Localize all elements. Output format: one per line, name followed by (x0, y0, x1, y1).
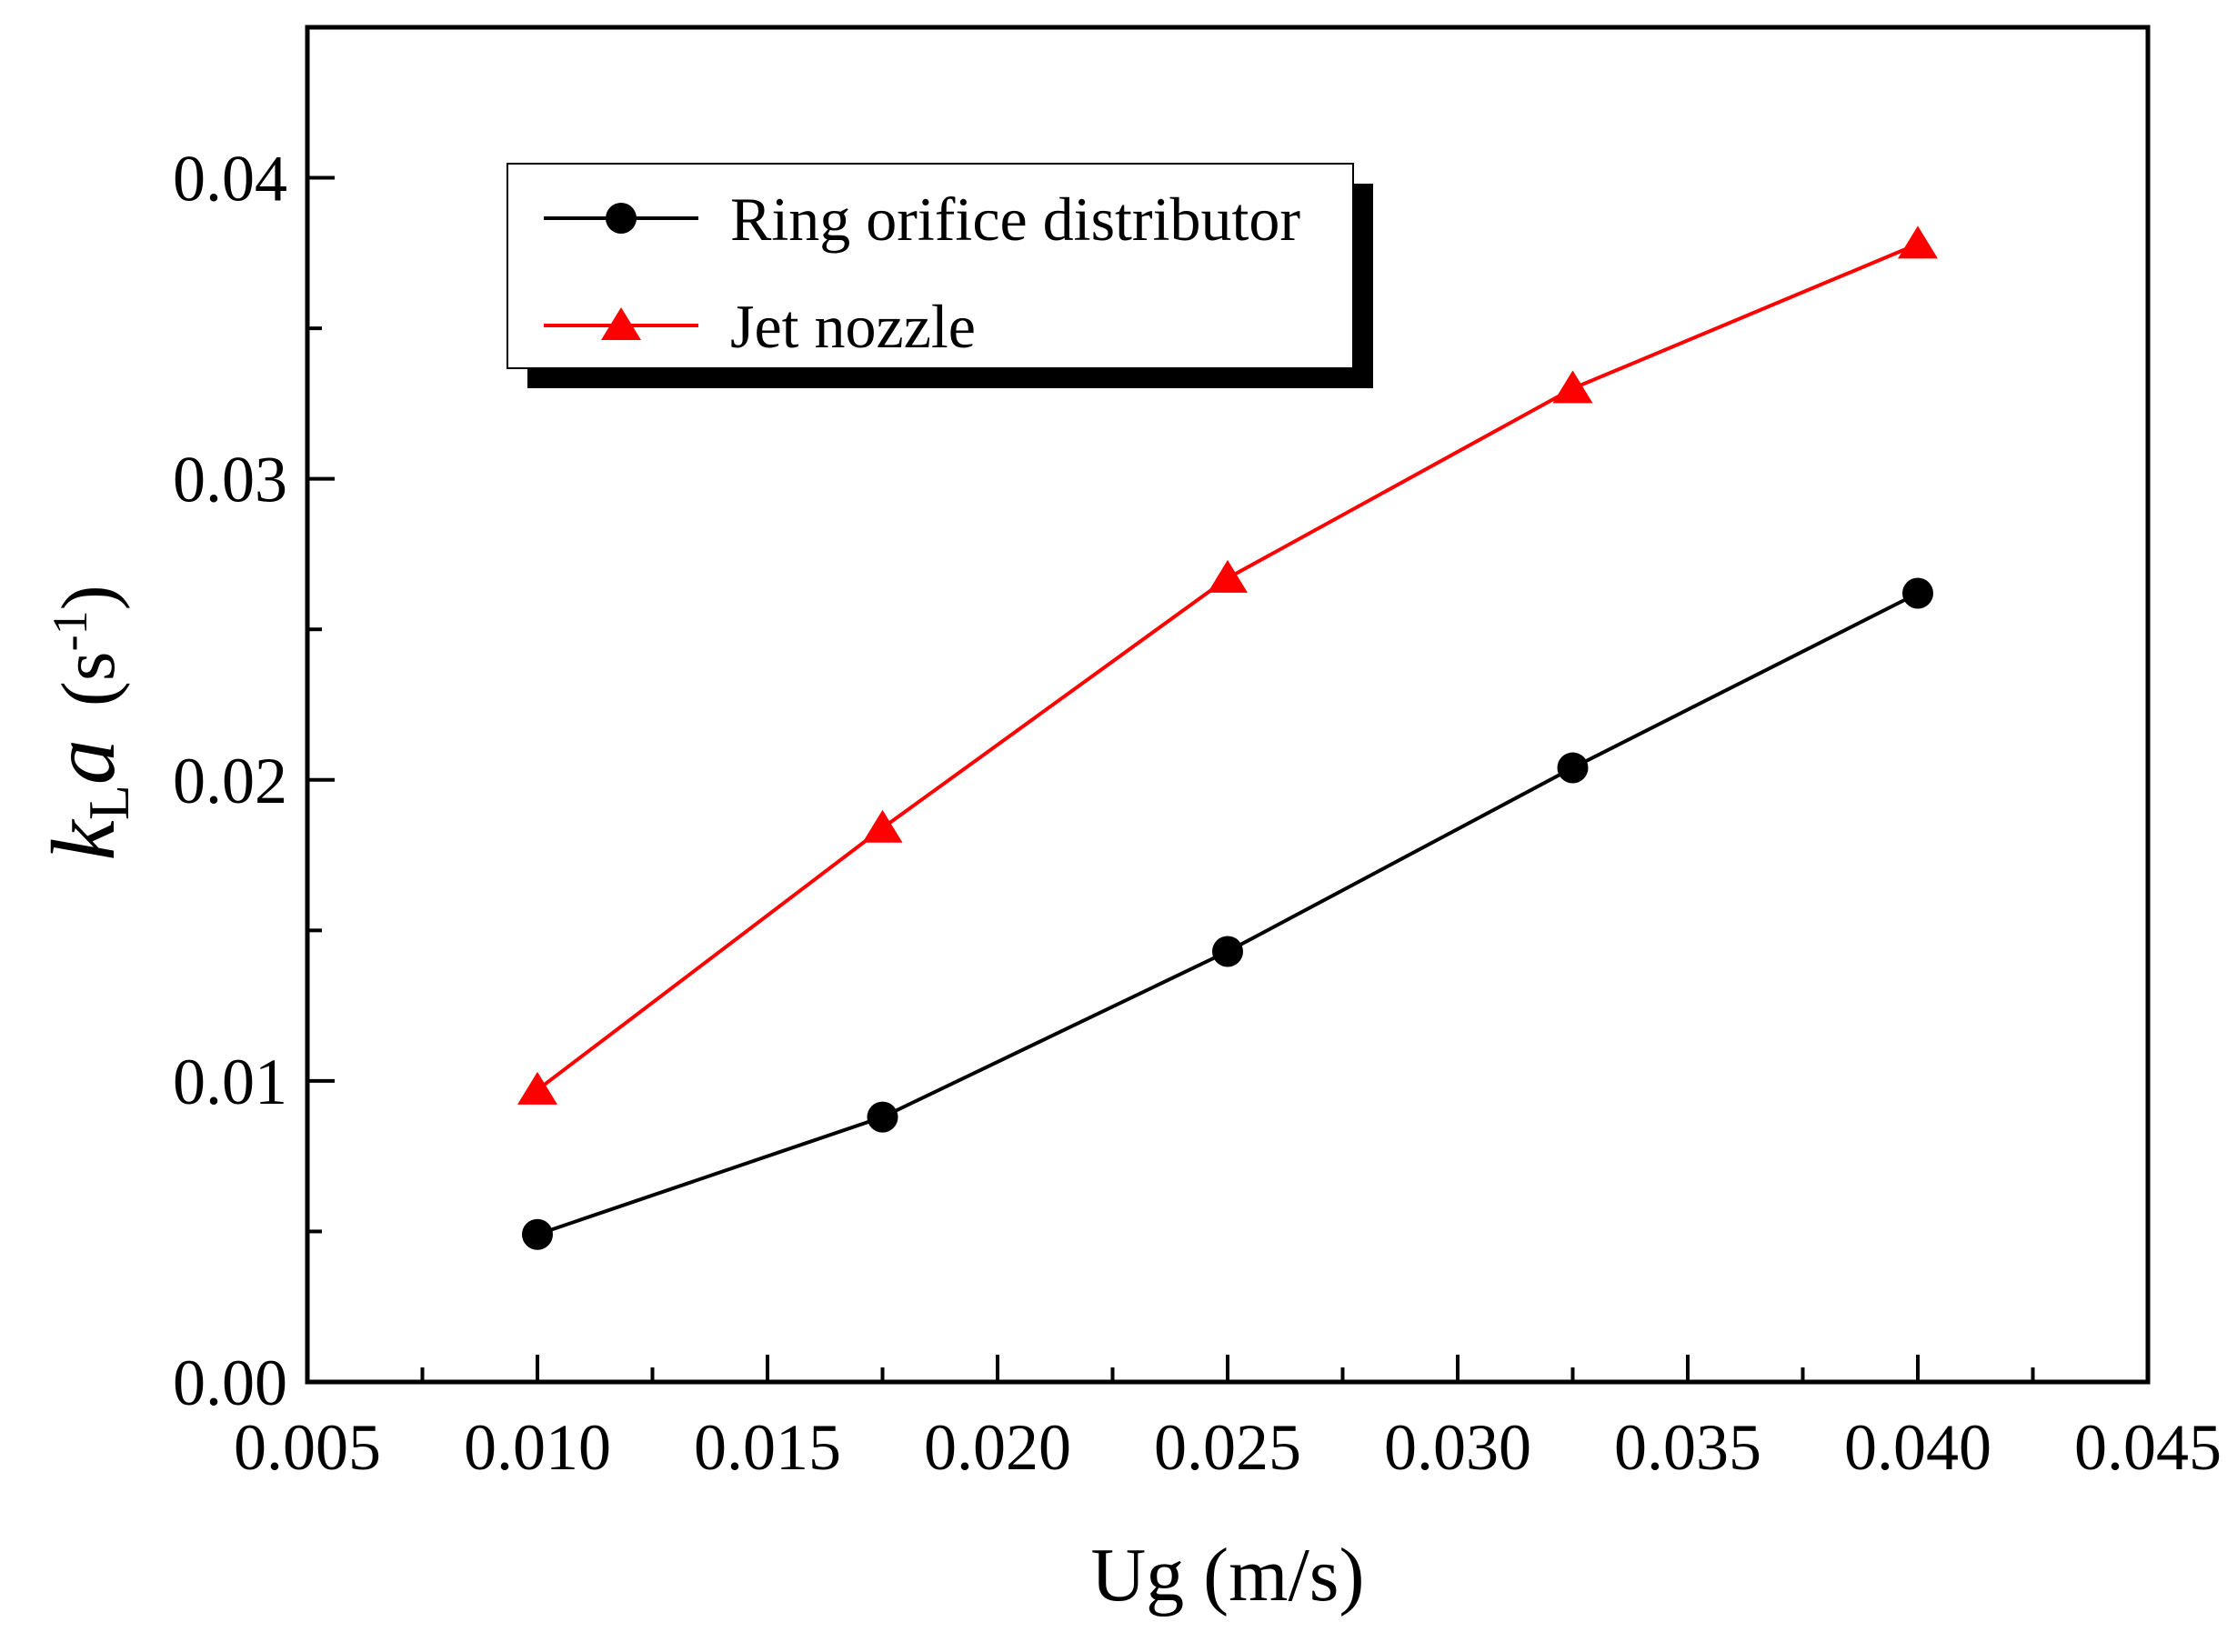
y-axis-title-subscript: L (76, 785, 141, 820)
legend-entry: Ring orifice distributor (544, 185, 1300, 254)
series-0 (522, 577, 1933, 1250)
x-tick-label: 0.035 (1614, 1411, 1761, 1484)
data-point (867, 1101, 898, 1133)
x-tick-label: 0.010 (464, 1411, 611, 1484)
data-point (1557, 752, 1589, 784)
data-point (1212, 936, 1243, 967)
data-point (862, 809, 903, 843)
x-axis-title: Ug (m/s) (1091, 1533, 1365, 1617)
legend-label: Jet nozzle (730, 292, 976, 361)
y-tick-label: 0.03 (173, 444, 287, 516)
data-point (522, 1218, 553, 1250)
x-tick-label: 0.025 (1154, 1411, 1301, 1484)
x-tick-label: 0.040 (1844, 1411, 1991, 1484)
y-axis-title: kLa (s-1) (33, 585, 141, 860)
y-axis-title-unit-superscript: -1 (43, 610, 97, 651)
axis-tick-labels: 0.005 0.010 0.015 0.020 0.025 0.030 0.035 0.040… (173, 143, 2222, 1484)
series-layer (517, 225, 1938, 1250)
data-point (1552, 370, 1593, 404)
y-axis-title-k: k (33, 819, 134, 861)
data-point (1902, 577, 1933, 609)
legend-entries: Ring orifice distributor Jet nozzle (544, 185, 1300, 361)
y-axis-title-unit-close: ) (46, 585, 131, 610)
y-tick-label: 0.02 (173, 745, 287, 817)
legend-label: Ring orifice distributor (730, 185, 1300, 254)
y-axis-title-a: a (33, 739, 134, 785)
legend-box (507, 163, 1354, 369)
legend: Ring orifice distributor Jet nozzle (507, 163, 1373, 388)
data-point (1208, 559, 1248, 593)
x-tick-label: 0.015 (694, 1411, 841, 1484)
legend-swatch-marker (601, 307, 641, 340)
legend-entry: Jet nozzle (544, 292, 976, 361)
axis-ticks (306, 175, 2150, 1384)
x-tick-label: 0.045 (2074, 1411, 2222, 1484)
x-tick-label: 0.005 (234, 1411, 381, 1484)
data-point (1898, 225, 1938, 259)
y-tick-label: 0.04 (173, 143, 287, 215)
y-tick-label: 0.01 (173, 1046, 287, 1118)
series-1 (517, 225, 1938, 1105)
data-point (517, 1071, 557, 1105)
x-tick-label: 0.030 (1384, 1411, 1531, 1484)
y-axis-title-unit-open: (s (46, 651, 131, 706)
x-tick-label: 0.020 (924, 1411, 1071, 1484)
y-tick-label: 0.00 (173, 1347, 287, 1419)
legend-swatch-marker (606, 203, 637, 234)
